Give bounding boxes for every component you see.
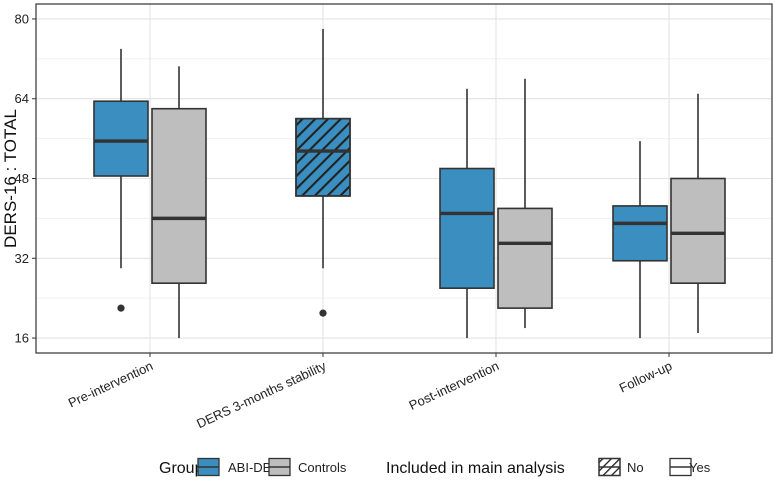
box-body [612,205,668,262]
y-tick-label: 16 [15,331,29,346]
box-abi-dbt-2 [439,88,495,339]
box-hatch [295,117,351,197]
legend-included-title: Included in main analysis [386,460,565,477]
y-axis-title: DERS-16 : TOTAL [1,109,20,248]
box-body [670,177,726,284]
x-tick-label: Post-intervention [407,358,502,413]
box-body [93,100,149,177]
outlier-point [319,309,327,317]
x-tick-label: Pre-intervention [66,358,156,410]
legend-label-controls: Controls [298,460,347,475]
box-body [497,207,553,309]
box-abi-dbt-1 [295,28,351,317]
box-controls-3 [670,93,726,334]
legend-group-title: Group [159,460,204,477]
box-abi-dbt-3 [612,141,668,339]
legend-label-included-yes: Yes [689,460,711,475]
y-tick-label: 80 [15,11,29,26]
box-body [151,107,207,284]
outlier-point [117,304,125,312]
box-abi-dbt-0 [93,48,149,312]
box-body [439,167,495,289]
legend-label-abi-dbt: ABI-DBT [228,460,279,475]
box-controls-0 [151,66,207,339]
y-tick-label: 64 [15,91,29,106]
x-tick-label: DERS 3-months stability [194,358,328,431]
x-tick-label: Follow-up [617,358,674,395]
legend-label-included-no: No [627,460,644,475]
y-tick-label: 48 [15,171,29,186]
y-tick-label: 32 [15,251,29,266]
box-controls-2 [497,78,553,329]
